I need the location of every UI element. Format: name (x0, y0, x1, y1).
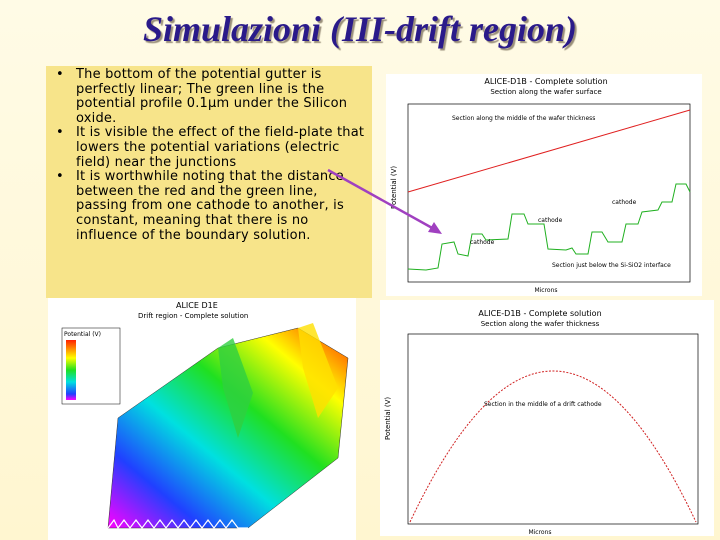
surface (107, 327, 349, 529)
cathode-label: cathode (538, 217, 563, 224)
cathode-label: cathode (470, 239, 495, 246)
legend-colorbar (66, 340, 76, 400)
text-box: The bottom of the potential gutter is pe… (46, 66, 372, 298)
curve-label: Section in the middle of a drift cathode (484, 401, 602, 408)
plot-title: ALICE D1E (176, 301, 218, 310)
plot-background (386, 74, 702, 296)
bullet: It is visible the effect of the field-pl… (56, 126, 366, 170)
red-line (407, 109, 691, 193)
potential-plot-surface: ALICE-D1B - Complete solution Section al… (386, 74, 702, 296)
plot-background (380, 300, 714, 536)
green-line-label: Section just below the Si-SiO2 interface (552, 262, 671, 269)
surface-ridge (218, 338, 253, 438)
plot-title: ALICE-D1B - Complete solution (484, 77, 607, 86)
x-axis-label: Microns (528, 529, 551, 536)
potential-plot-thickness: ALICE-D1B - Complete solution Section al… (380, 300, 714, 536)
surface-edge (107, 518, 248, 530)
axes-frame (407, 333, 699, 525)
legend-title: Potential (V) (64, 331, 101, 338)
plot-subtitle: Drift region - Complete solution (138, 312, 248, 320)
red-line-label: Section along the middle of the wafer th… (452, 115, 595, 122)
bullet-list: The bottom of the potential gutter is pe… (52, 67, 366, 243)
y-axis-label: Potential (V) (384, 397, 392, 440)
x-axis-label: Microns (534, 287, 557, 294)
y-axis-label: Potential (V) (390, 166, 398, 209)
plot-subtitle: Section along the wafer thickness (481, 320, 600, 328)
slide-title: Simulazioni (III-drift region) (142, 9, 578, 49)
surface-ridge (298, 323, 338, 418)
cathode-label: cathode (612, 199, 637, 206)
bullet: It is worthwhile noting that the distanc… (56, 169, 366, 243)
plot-title: ALICE-D1B - Complete solution (478, 309, 601, 318)
green-line (407, 183, 691, 271)
bullet: The bottom of the potential gutter is pe… (56, 67, 366, 126)
red-curve (409, 370, 697, 523)
plot-subtitle: Section along the wafer surface (490, 88, 601, 96)
surface-plot: ALICE D1E Drift region - Complete soluti… (48, 298, 356, 540)
